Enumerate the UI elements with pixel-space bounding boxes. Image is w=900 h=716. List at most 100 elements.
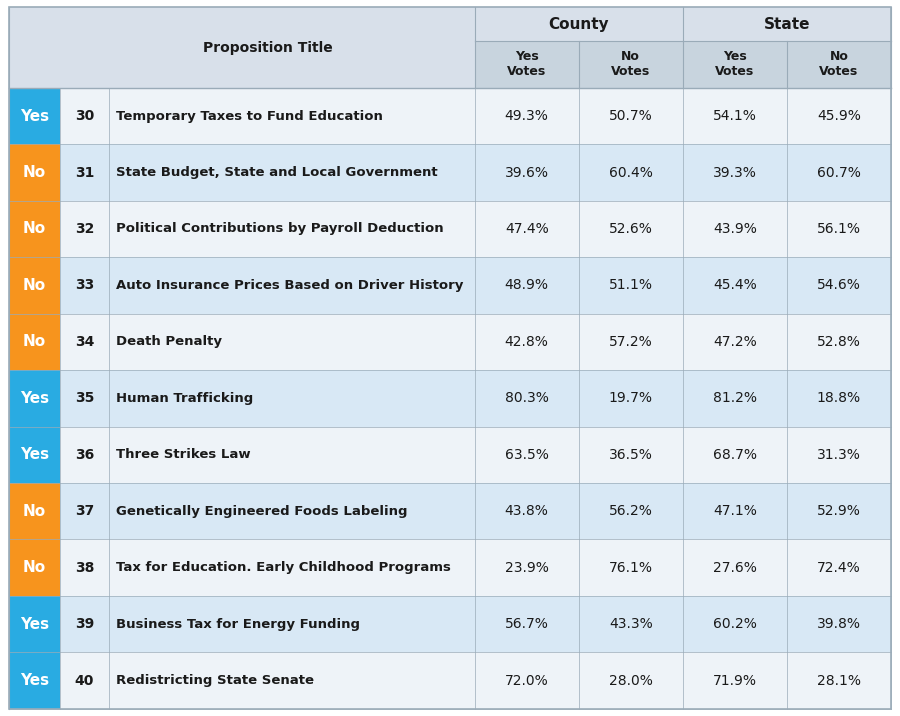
Text: 18.8%: 18.8% (817, 392, 861, 405)
Text: Genetically Engineered Foods Labeling: Genetically Engineered Foods Labeling (116, 505, 408, 518)
Bar (9, 200, 60, 257)
Bar (60, 314, 891, 370)
Bar (60, 652, 891, 709)
Text: Yes: Yes (20, 391, 50, 406)
Text: 49.3%: 49.3% (505, 109, 549, 123)
Text: 39.3%: 39.3% (713, 165, 757, 180)
Bar (9, 88, 60, 145)
Text: State: State (764, 16, 810, 32)
Text: 30: 30 (75, 109, 94, 123)
Text: Yes: Yes (20, 616, 50, 632)
Text: 38: 38 (75, 561, 94, 575)
Bar (60, 257, 891, 314)
Bar (58, 483, 60, 539)
Text: 52.8%: 52.8% (817, 335, 861, 349)
Text: 63.5%: 63.5% (505, 448, 549, 462)
Text: Political Contributions by Payroll Deduction: Political Contributions by Payroll Deduc… (116, 223, 444, 236)
Text: No: No (23, 504, 46, 519)
Bar (9, 427, 60, 483)
Text: Proposition Title: Proposition Title (202, 41, 332, 54)
Text: No: No (23, 221, 46, 236)
Bar (9, 652, 60, 709)
Text: 76.1%: 76.1% (608, 561, 652, 575)
Text: 19.7%: 19.7% (608, 392, 652, 405)
Text: 31.3%: 31.3% (817, 448, 861, 462)
Text: 34: 34 (75, 335, 94, 349)
Bar (60, 88, 891, 145)
Bar (60, 596, 891, 652)
Text: 57.2%: 57.2% (609, 335, 652, 349)
Text: 43.9%: 43.9% (713, 222, 757, 236)
Bar (60, 200, 891, 257)
Text: No
Votes: No Votes (611, 50, 651, 79)
Text: 27.6%: 27.6% (713, 561, 757, 575)
Bar (58, 652, 60, 709)
Text: 50.7%: 50.7% (609, 109, 652, 123)
Bar (474, 41, 891, 88)
Text: County: County (548, 16, 609, 32)
Text: 42.8%: 42.8% (505, 335, 549, 349)
Text: 45.9%: 45.9% (817, 109, 861, 123)
Text: No: No (23, 560, 46, 575)
Bar (58, 257, 60, 314)
Bar (474, 7, 683, 41)
Bar (9, 596, 60, 652)
Text: 39.6%: 39.6% (505, 165, 549, 180)
Text: 54.6%: 54.6% (817, 279, 861, 292)
Text: 43.3%: 43.3% (609, 617, 652, 632)
Text: 33: 33 (75, 279, 94, 292)
Bar (9, 539, 60, 596)
Bar (58, 370, 60, 427)
Text: Redistricting State Senate: Redistricting State Senate (116, 674, 314, 687)
Text: Human Trafficking: Human Trafficking (116, 392, 253, 405)
Text: 71.9%: 71.9% (713, 674, 757, 687)
Text: 35: 35 (75, 392, 94, 405)
Text: 45.4%: 45.4% (713, 279, 757, 292)
Bar (58, 88, 60, 145)
Text: 39.8%: 39.8% (817, 617, 861, 632)
Text: Yes: Yes (20, 673, 50, 688)
Text: Three Strikes Law: Three Strikes Law (116, 448, 250, 461)
Bar (9, 370, 60, 427)
Text: 72.0%: 72.0% (505, 674, 549, 687)
Text: 60.2%: 60.2% (713, 617, 757, 632)
Bar (58, 145, 60, 200)
Text: No
Votes: No Votes (819, 50, 859, 79)
Text: 47.2%: 47.2% (713, 335, 757, 349)
Text: 81.2%: 81.2% (713, 392, 757, 405)
Text: No: No (23, 165, 46, 180)
Bar (9, 257, 60, 314)
Text: 47.4%: 47.4% (505, 222, 549, 236)
Text: Yes: Yes (20, 109, 50, 124)
Bar (58, 427, 60, 483)
Text: 56.2%: 56.2% (609, 504, 652, 518)
Text: 52.6%: 52.6% (609, 222, 652, 236)
Text: 60.4%: 60.4% (609, 165, 652, 180)
Text: 40: 40 (75, 674, 94, 687)
Bar (60, 483, 891, 539)
Bar (58, 314, 60, 370)
Text: 32: 32 (75, 222, 94, 236)
Text: 68.7%: 68.7% (713, 448, 757, 462)
Bar (60, 145, 891, 200)
Bar (60, 370, 891, 427)
Text: 36.5%: 36.5% (609, 448, 652, 462)
Text: 28.1%: 28.1% (817, 674, 861, 687)
Text: 52.9%: 52.9% (817, 504, 861, 518)
Text: Yes
Votes: Yes Votes (507, 50, 546, 79)
Text: 54.1%: 54.1% (713, 109, 757, 123)
Text: Yes
Votes: Yes Votes (716, 50, 754, 79)
Text: 47.1%: 47.1% (713, 504, 757, 518)
Bar (9, 7, 891, 88)
Text: No: No (23, 334, 46, 349)
Text: Temporary Taxes to Fund Education: Temporary Taxes to Fund Education (116, 110, 382, 122)
Text: 43.8%: 43.8% (505, 504, 549, 518)
Text: 36: 36 (75, 448, 94, 462)
Text: 48.9%: 48.9% (505, 279, 549, 292)
Text: Tax for Education. Early Childhood Programs: Tax for Education. Early Childhood Progr… (116, 561, 451, 574)
Text: Business Tax for Energy Funding: Business Tax for Energy Funding (116, 618, 360, 631)
Bar (9, 314, 60, 370)
Text: State Budget, State and Local Government: State Budget, State and Local Government (116, 166, 437, 179)
Text: 51.1%: 51.1% (608, 279, 652, 292)
Text: Auto Insurance Prices Based on Driver History: Auto Insurance Prices Based on Driver Hi… (116, 279, 464, 292)
